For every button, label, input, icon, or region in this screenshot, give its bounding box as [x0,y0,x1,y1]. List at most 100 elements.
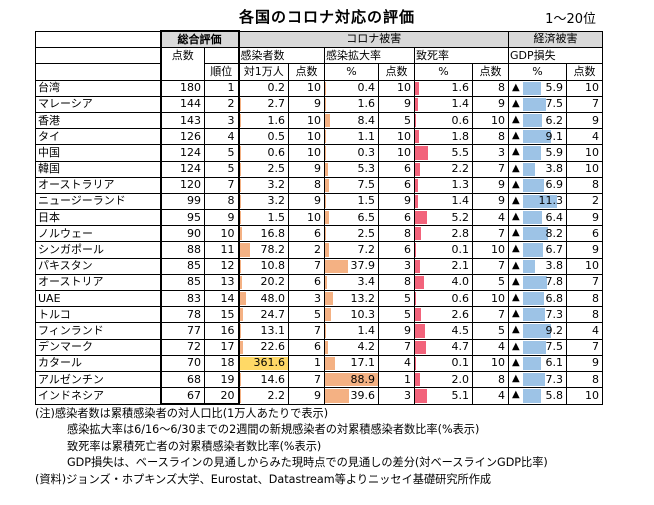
spread-rate-bar [325,130,326,144]
death-rate-value: 4.5 [451,323,470,337]
death-rate-value: 4.0 [451,275,470,289]
header-economy: 経済被害 [508,30,603,49]
cases-per10k-value: 20.2 [260,275,286,289]
cases-per10k: 0.6 [238,144,289,162]
triangle-icon: ▲ [512,275,520,287]
spread-rate: 3.4 [324,273,379,292]
gdp-loss: ▲ 7.5 [508,338,567,356]
cases-per10k-bar [239,324,242,338]
death-rate: 2.8 [414,225,473,243]
cases-per10k: 48.0 [238,289,289,308]
death-score: 9 [472,176,509,194]
cases-per10k-value: 10.8 [260,259,286,273]
death-rate-value: 0.1 [451,356,470,370]
spread-rate-value: 8.4 [357,113,376,127]
cases-score: 6 [288,338,325,356]
cases-per10k: 14.6 [238,370,289,389]
header-gdp-score: 点数 [566,63,603,81]
spread-rate-value: 5.3 [357,162,376,176]
spread-rate: 39.6 [324,387,379,405]
gdp-loss-value: 6.2 [545,113,564,127]
death-score: 9 [472,95,509,113]
cases-score: 6 [288,273,325,292]
cases-score: 9 [288,95,325,113]
table-row: カタール 70 18 361.6 1 17.1 4 0.1 10 ▲ 6.1 9 [35,354,603,372]
gdp-loss-bar [523,194,558,209]
total-score: 90 [159,225,205,243]
gdp-score: 9 [566,354,603,372]
table-row: ノルウェー 90 10 16.8 6 2.5 8 2.8 7 ▲ 8.2 6 [35,225,603,243]
cases-score: 9 [288,160,325,178]
total-score: 67 [159,387,205,406]
rank: 3 [204,111,240,130]
spread-rate-value: 17.1 [350,356,376,370]
country-name: パキスタン [35,257,161,275]
spread-score: 5 [378,289,415,308]
spread-score: 7 [378,338,415,356]
death-rate: 0.1 [414,241,473,259]
total-score: 143 [159,111,205,130]
total-score: 126 [159,128,205,146]
cases-per10k-value: 24.7 [260,307,286,321]
spread-rate-value: 1.4 [357,323,376,337]
spread-score: 5 [378,306,415,324]
triangle-icon: ▲ [512,97,520,109]
death-rate-bar [415,389,427,403]
death-rate: 4.5 [414,322,473,340]
gdp-loss-value: 5.8 [545,388,564,402]
country-name: オーストリア [35,273,161,292]
country-name: アルゼンチン [35,370,161,389]
triangle-icon: ▲ [512,162,520,174]
death-rate-bar [415,292,417,306]
cases-per10k-value: 48.0 [260,291,286,305]
triangle-icon: ▲ [512,130,520,142]
spread-rate-bar [325,356,336,370]
country-name: 中国 [35,144,161,162]
spread-rate: 1.6 [324,95,379,113]
death-rate-value: 2.8 [451,226,470,240]
spread-rate-bar [325,162,329,176]
header-spread: 感染拡大率 [324,47,415,65]
spread-rate-value: 7.5 [357,178,376,192]
death-rate-bar [415,227,422,241]
gdp-loss-bar [523,146,541,160]
gdp-score: 9 [566,241,603,259]
death-rate: 1.6 [414,79,473,97]
rank: 8 [204,192,240,211]
table-row: インドネシア 67 20 2.2 9 39.6 3 5.1 4 ▲ 5.8 10 [35,387,603,406]
spread-score: 3 [378,257,415,275]
gdp-loss-value: 5.9 [545,81,564,95]
triangle-icon: ▲ [512,146,520,158]
rank: 5 [204,144,240,162]
total-score: 99 [159,192,205,211]
header-total-score: 点数 [159,47,205,64]
triangle-icon: ▲ [512,389,520,401]
death-score: 8 [472,79,509,97]
death-score: 7 [472,306,509,324]
note-line: (注)感染者数は累積感染者の対人口比(1万人あたりで表示) [35,407,329,420]
spread-rate: 10.3 [324,306,379,324]
spread-score: 10 [378,128,415,146]
death-score: 10 [472,289,509,308]
spread-score: 3 [378,387,415,405]
note-line: 感染拡大率は6/16～6/30までの2週間の新規感染者の対累積感染者数比率(%表… [67,423,480,437]
table-row: 中国 124 5 0.6 10 0.3 10 5.5 3 ▲ 5.9 10 [35,144,603,162]
spread-score: 9 [378,95,415,113]
death-rate-value: 2.0 [451,372,470,386]
table-row: 台湾 180 1 0.2 10 0.4 10 1.6 8 ▲ 5.9 10 [35,79,603,97]
gdp-loss: ▲ 6.4 [508,209,567,227]
triangle-icon: ▲ [512,211,520,223]
rank: 19 [204,370,240,389]
rank-range-label: 1～20位 [545,12,596,27]
death-rate-bar [415,275,425,289]
cases-per10k-value: 16.8 [260,226,286,240]
gdp-score: 9 [566,111,603,130]
spread-rate-bar [325,211,329,225]
total-score: 95 [159,209,205,227]
gdp-loss-bar [523,389,541,403]
cases-score: 3 [288,289,325,308]
spread-rate: 8.4 [324,111,379,130]
death-rate: 0.6 [414,289,473,308]
death-rate-bar [415,130,420,144]
death-rate: 2.2 [414,160,473,178]
